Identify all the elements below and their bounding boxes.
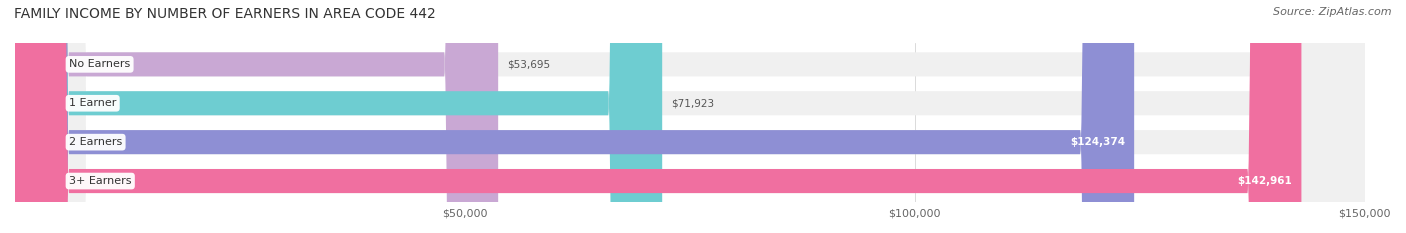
FancyBboxPatch shape: [15, 0, 662, 233]
Text: 2 Earners: 2 Earners: [69, 137, 122, 147]
Text: $71,923: $71,923: [671, 98, 714, 108]
Text: $124,374: $124,374: [1070, 137, 1125, 147]
Text: 1 Earner: 1 Earner: [69, 98, 117, 108]
FancyBboxPatch shape: [15, 0, 1365, 233]
FancyBboxPatch shape: [15, 0, 1365, 233]
FancyBboxPatch shape: [15, 0, 498, 233]
Text: $53,695: $53,695: [508, 59, 550, 69]
FancyBboxPatch shape: [15, 0, 1135, 233]
FancyBboxPatch shape: [15, 0, 1302, 233]
FancyBboxPatch shape: [15, 0, 1365, 233]
Text: $142,961: $142,961: [1237, 176, 1292, 186]
Text: Source: ZipAtlas.com: Source: ZipAtlas.com: [1274, 7, 1392, 17]
FancyBboxPatch shape: [15, 0, 1365, 233]
Text: FAMILY INCOME BY NUMBER OF EARNERS IN AREA CODE 442: FAMILY INCOME BY NUMBER OF EARNERS IN AR…: [14, 7, 436, 21]
Text: No Earners: No Earners: [69, 59, 131, 69]
Text: 3+ Earners: 3+ Earners: [69, 176, 132, 186]
